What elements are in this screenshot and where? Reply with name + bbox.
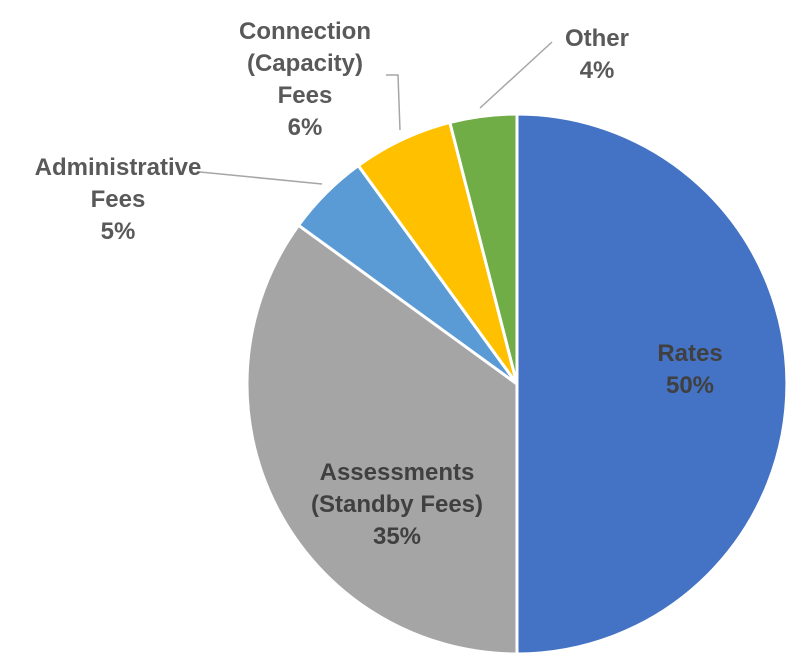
- slice-label: Assessments (Standby Fees) 35%: [277, 457, 517, 553]
- slice-label: Administrative Fees 5%: [8, 152, 228, 248]
- slice-label: Connection (Capacity) Fees 6%: [225, 16, 385, 144]
- leader-line: [386, 74, 401, 131]
- category-label: Administrative Fees: [34, 154, 202, 213]
- category-label: Rates: [657, 340, 723, 367]
- category-label: Assessments (Standby Fees): [310, 459, 484, 518]
- slice-label: Rates 50%: [590, 338, 788, 402]
- value-label: 50%: [665, 372, 715, 399]
- leader-line: [479, 41, 553, 109]
- pie-slice: [515, 112, 788, 656]
- pie-slice: [245, 223, 519, 656]
- slices: [245, 112, 788, 656]
- value-label: 5%: [100, 218, 136, 245]
- leader-line: [199, 171, 323, 185]
- slice-label: Other 4%: [537, 23, 657, 87]
- category-label: Connection (Capacity) Fees: [239, 18, 371, 109]
- value-label: 4%: [579, 57, 615, 84]
- value-label: 35%: [372, 523, 422, 550]
- pie-slice: [448, 112, 519, 385]
- value-label: 6%: [287, 114, 323, 141]
- category-label: Other: [564, 25, 629, 52]
